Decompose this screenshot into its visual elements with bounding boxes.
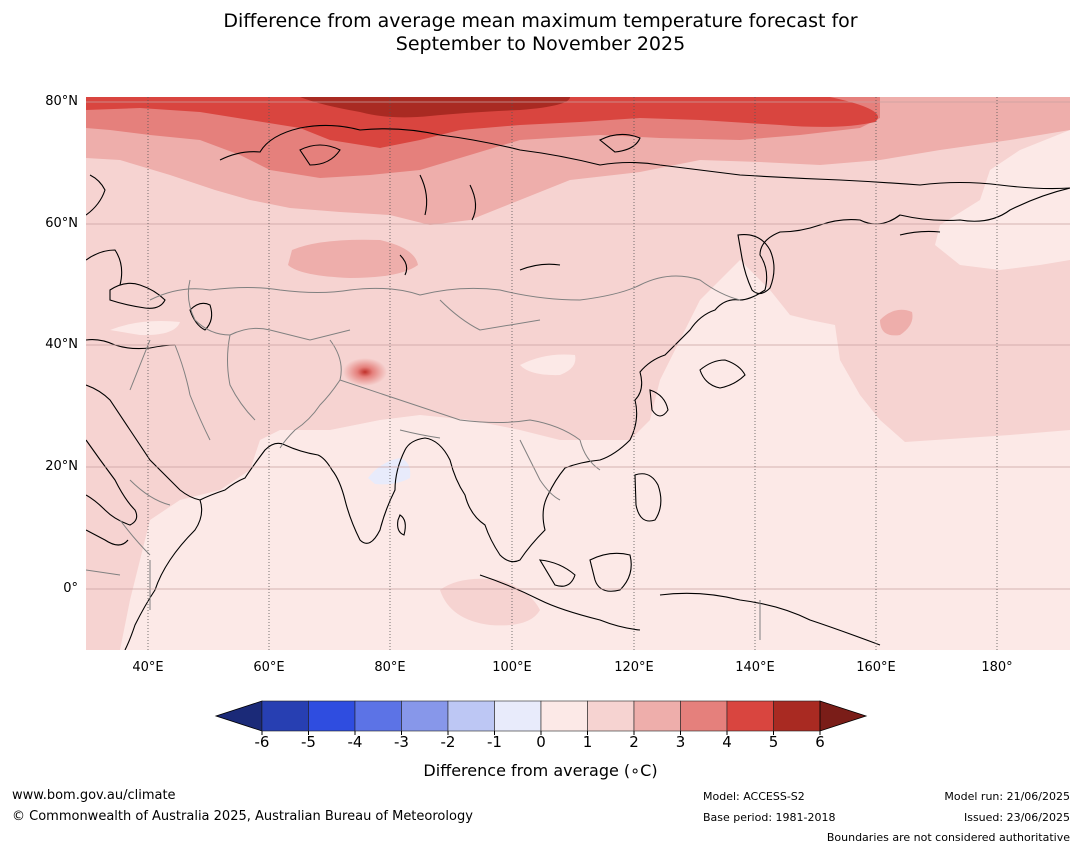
- map-borders: [86, 275, 761, 640]
- lon-label-60e: 60°E: [253, 660, 285, 675]
- map-region-anomaly-0-1-nepacific: [935, 130, 1070, 270]
- colorbar-tick-label: -5: [301, 733, 316, 751]
- issued-date: Issued: 23/06/2025: [963, 811, 1070, 824]
- map-region-anomaly-2-3-pacific: [880, 309, 913, 336]
- colorbar-tick-label: 0: [536, 733, 546, 751]
- lat-label-60n: 60°N: [45, 216, 78, 231]
- colorbar-segment: [494, 700, 542, 732]
- base-period: Base period: 1981-2018: [703, 811, 836, 824]
- lat-label-80n: 80°N: [45, 94, 78, 109]
- model-run-date: Model run: 21/06/2025: [944, 790, 1070, 803]
- colorbar-segment: [261, 700, 309, 732]
- colorbar-extension-low: [214, 700, 263, 732]
- colorbar-tick-label: -6: [254, 733, 270, 751]
- colorbar-tick-label: -1: [487, 733, 502, 751]
- lat-label-40n: 40°N: [45, 337, 78, 352]
- map-region-anomaly-4-5: [86, 97, 878, 148]
- lon-label-120e: 120°E: [614, 660, 654, 675]
- map-latitude-gridlines: [86, 101, 1070, 590]
- colorbar-segment: [401, 700, 449, 732]
- colorbar: [214, 700, 868, 735]
- forecast-map: [86, 97, 1070, 650]
- lon-label-160e: 160°E: [856, 660, 896, 675]
- colorbar-segment: [680, 700, 728, 732]
- colorbar-title: Difference from average (∘C): [423, 761, 658, 780]
- lat-label-0: 0°: [63, 581, 78, 596]
- copyright-notice: © Commonwealth of Australia 2025, Austra…: [12, 809, 473, 824]
- map-anomaly-field: [86, 97, 1070, 650]
- map-title-line-2: September to November 2025: [395, 33, 686, 55]
- map-coastlines: [86, 124, 1070, 650]
- colorbar-segment: [447, 700, 495, 732]
- lon-label-100e: 100°E: [492, 660, 532, 675]
- map-region-anomaly-0-1-china: [520, 354, 576, 376]
- colorbar-tick-label: -4: [347, 733, 363, 751]
- map-region-anomaly-0-1-turkey: [110, 321, 180, 336]
- website-url: www.bom.gov.au/climate: [12, 788, 176, 803]
- colorbar-segment: [773, 700, 821, 732]
- colorbar-segment: [354, 700, 402, 732]
- colorbar-segment: [726, 700, 774, 732]
- colorbar-tick-label: 4: [722, 733, 732, 751]
- colorbar-extension-high: [819, 700, 868, 732]
- colorbar-tick-label: -3: [394, 733, 409, 751]
- map-region-anomaly-2-3-kazakhstan: [288, 239, 418, 278]
- colorbar-tick-label: 5: [768, 733, 779, 751]
- model-name: Model: ACCESS-S2: [703, 790, 805, 803]
- colorbar-segment: [633, 700, 681, 732]
- lon-label-180: 180°: [981, 660, 1013, 675]
- lon-label-140e: 140°E: [735, 660, 775, 675]
- lon-label-40e: 40°E: [132, 660, 164, 675]
- map-longitude-gridlines: [147, 97, 998, 650]
- colorbar-tick-label: -2: [440, 733, 456, 751]
- colorbar-tick-label: 6: [815, 733, 825, 751]
- colorbar-segment: [540, 700, 588, 732]
- map-region-anomaly-1-2: [86, 97, 1070, 650]
- map-title-line-1: Difference from average mean maximum tem…: [223, 10, 858, 32]
- colorbar-tick-label: 2: [629, 733, 639, 751]
- boundaries-disclaimer: Boundaries are not considered authoritat…: [826, 831, 1070, 844]
- colorbar-segment: [308, 700, 356, 732]
- lon-label-80e: 80°E: [374, 660, 406, 675]
- map-region-anomaly-equatorial: [440, 578, 540, 626]
- map-hotspot-pamir: [343, 358, 387, 386]
- colorbar-segment: [587, 700, 635, 732]
- colorbar-tick-label: 1: [582, 733, 593, 751]
- map-region-anomaly-neg-1-0: [368, 458, 411, 485]
- colorbar-tick-label: 3: [675, 733, 686, 751]
- lat-label-20n: 20°N: [45, 459, 78, 474]
